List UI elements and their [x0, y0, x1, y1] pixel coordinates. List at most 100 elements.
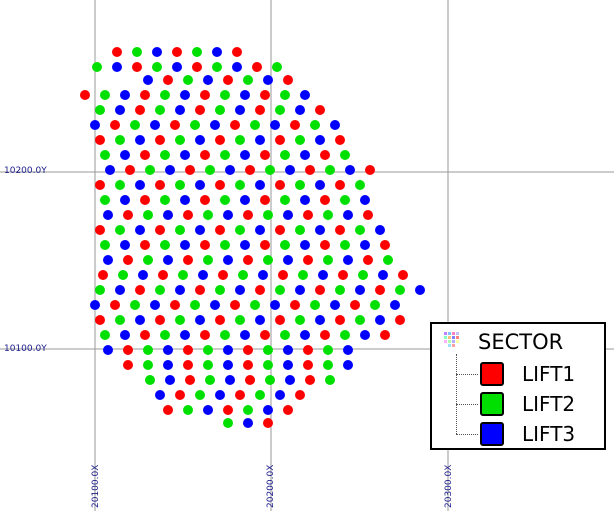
hole-lift1 — [80, 90, 90, 100]
hole-lift1 — [243, 360, 253, 370]
hole-lift2 — [370, 300, 380, 310]
hole-lift1 — [278, 270, 288, 280]
hole-lift2 — [190, 120, 200, 130]
hole-lift1 — [395, 315, 405, 325]
hole-lift2 — [272, 62, 282, 72]
hole-lift3 — [163, 360, 173, 370]
hole-lift2 — [100, 330, 110, 340]
hole-lift2 — [250, 300, 260, 310]
hole-lift3 — [300, 330, 310, 340]
hole-lift3 — [315, 180, 325, 190]
hole-lift1 — [380, 240, 390, 250]
hole-lift3 — [263, 405, 273, 415]
hole-lift1 — [223, 75, 233, 85]
sector-legend[interactable]: SECTOR LIFT1 LIFT2 LIFT3 — [430, 322, 606, 450]
hole-lift3 — [210, 300, 220, 310]
hole-lift1 — [95, 225, 105, 235]
hole-lift1 — [255, 285, 265, 295]
hole-lift2 — [323, 345, 333, 355]
hole-lift3 — [135, 135, 145, 145]
hole-lift3 — [285, 375, 295, 385]
hole-lift1 — [155, 315, 165, 325]
x-grid-label-20300: 20300.0X — [444, 465, 454, 508]
hole-lift3 — [375, 315, 385, 325]
hole-lift2 — [323, 360, 333, 370]
hole-lift3 — [240, 150, 250, 160]
hole-lift1 — [110, 120, 120, 130]
hole-lift1 — [192, 62, 202, 72]
hole-lift1 — [183, 345, 193, 355]
legend-swatch-lift2 — [480, 392, 504, 416]
hole-lift3 — [225, 165, 235, 175]
hole-lift2 — [325, 375, 335, 385]
hole-lift3 — [270, 300, 280, 310]
hole-lift1 — [260, 150, 270, 160]
hole-lift2 — [143, 255, 153, 265]
hole-lift2 — [280, 90, 290, 100]
hole-lift3 — [232, 62, 242, 72]
hole-lift3 — [103, 255, 113, 265]
hole-lift1 — [232, 47, 242, 57]
hole-lift3 — [255, 180, 265, 190]
hole-lift3 — [235, 105, 245, 115]
hole-lift2 — [203, 255, 213, 265]
hole-lift1 — [295, 390, 305, 400]
hole-lift2 — [183, 405, 193, 415]
hole-lift1 — [275, 225, 285, 235]
hole-lift2 — [280, 240, 290, 250]
hole-lift1 — [218, 270, 228, 280]
hole-lift3 — [283, 360, 293, 370]
hole-lift1 — [335, 315, 345, 325]
hole-lift2 — [143, 360, 153, 370]
hole-lift1 — [140, 330, 150, 340]
hole-lift3 — [120, 240, 130, 250]
hole-lift2 — [100, 195, 110, 205]
hole-lift3 — [255, 315, 265, 325]
hole-lift2 — [355, 180, 365, 190]
hole-lift1 — [363, 210, 373, 220]
hole-lift2 — [95, 105, 105, 115]
hole-lift2 — [395, 285, 405, 295]
hole-lift2 — [155, 285, 165, 295]
hole-lift3 — [180, 330, 190, 340]
hole-lift1 — [170, 120, 180, 130]
hole-lift1 — [215, 135, 225, 145]
hole-lift2 — [92, 62, 102, 72]
hole-lift1 — [335, 135, 345, 145]
hole-lift1 — [305, 165, 315, 175]
hole-lift1 — [195, 285, 205, 295]
hole-lift2 — [255, 390, 265, 400]
hole-lift2 — [145, 165, 155, 175]
hole-lift2 — [275, 285, 285, 295]
hole-lift2 — [235, 315, 245, 325]
hole-lift1 — [183, 255, 193, 265]
hole-lift3 — [195, 180, 205, 190]
hole-lift3 — [295, 285, 305, 295]
legend-tree-branch — [456, 374, 478, 375]
hole-lift3 — [90, 120, 100, 130]
hole-lift3 — [240, 90, 250, 100]
sector-grid-icon — [444, 332, 459, 347]
hole-lift2 — [192, 47, 202, 57]
hole-lift1 — [243, 255, 253, 265]
hole-lift2 — [295, 225, 305, 235]
hole-lift2 — [340, 150, 350, 160]
hole-lift3 — [180, 240, 190, 250]
hole-lift3 — [180, 90, 190, 100]
hole-lift2 — [203, 345, 213, 355]
hole-lift3 — [390, 300, 400, 310]
hole-lift3 — [300, 195, 310, 205]
hole-lift2 — [235, 180, 245, 190]
hole-lift3 — [243, 418, 253, 428]
hole-lift2 — [205, 375, 215, 385]
hole-lift2 — [340, 330, 350, 340]
hole-lift1 — [275, 135, 285, 145]
hole-lift2 — [115, 225, 125, 235]
hole-lift2 — [310, 300, 320, 310]
hole-lift2 — [325, 165, 335, 175]
hole-lift1 — [155, 135, 165, 145]
hole-lift1 — [255, 105, 265, 115]
hole-lift3 — [255, 225, 265, 235]
hole-lift3 — [135, 225, 145, 235]
